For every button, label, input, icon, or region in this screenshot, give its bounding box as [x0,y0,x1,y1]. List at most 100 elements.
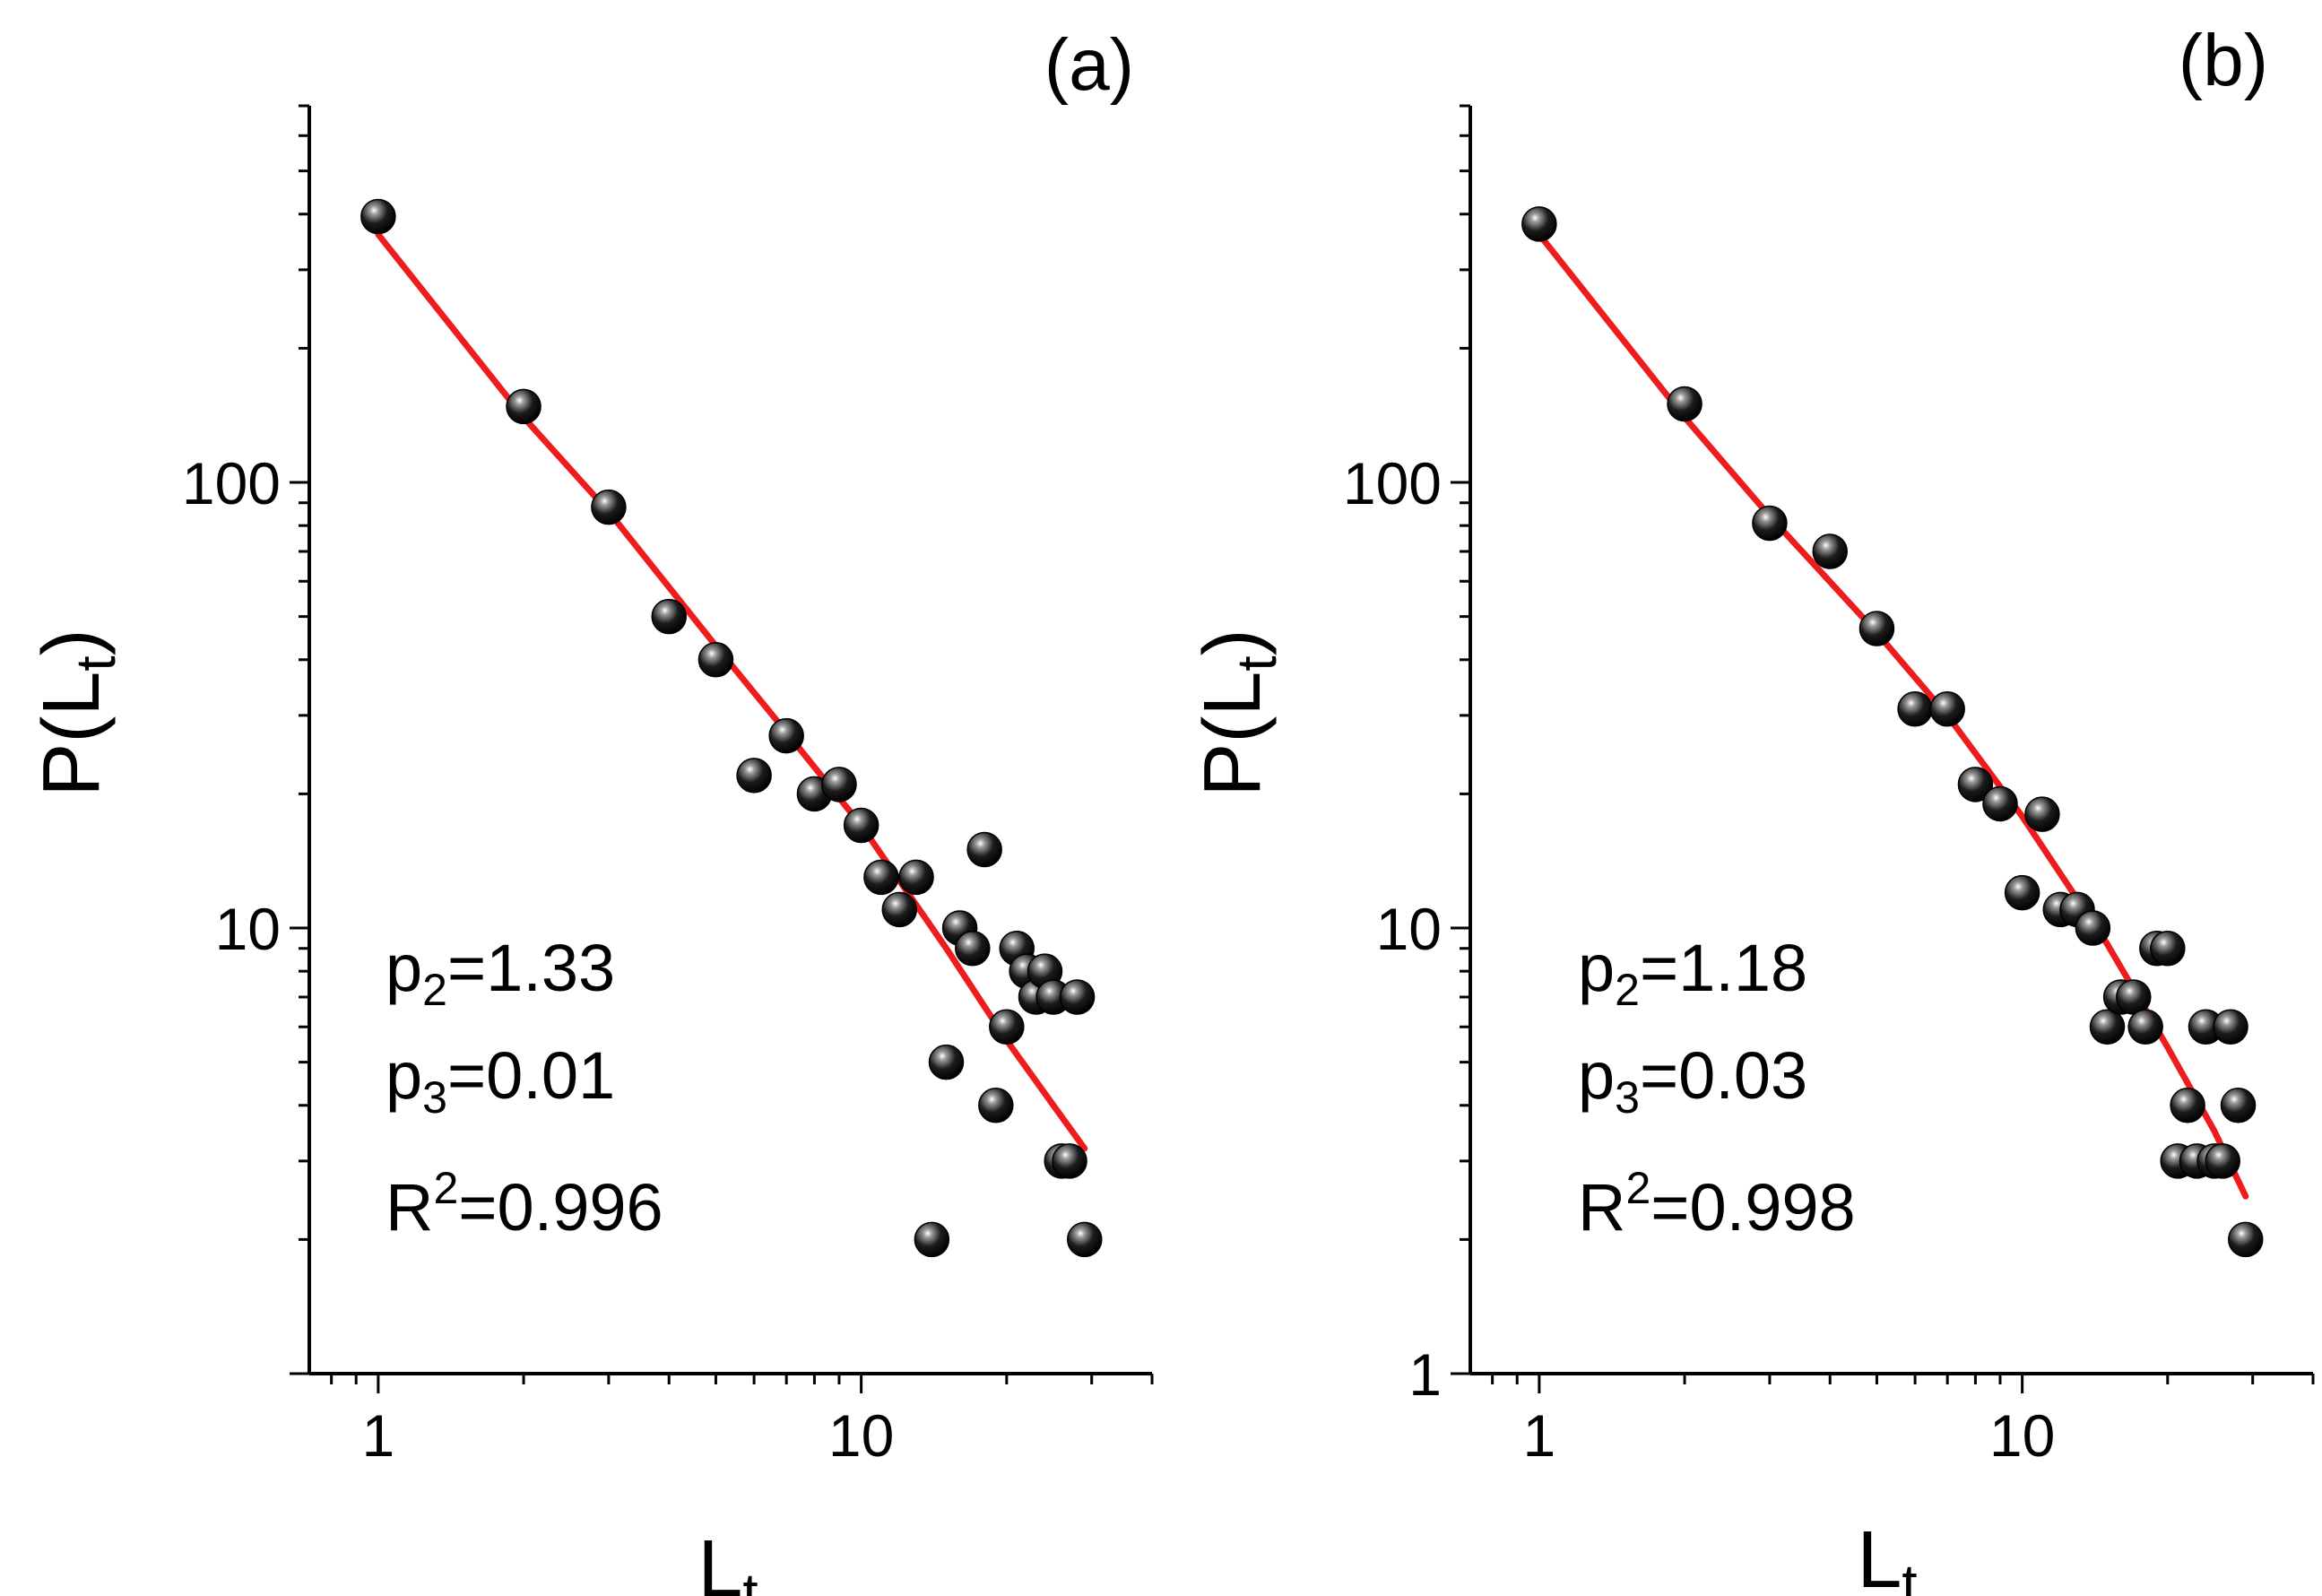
panel-b-label: (b) [2179,20,2268,101]
panel-a-xlabel-sub: t [742,1563,758,1596]
panel-a-data-point [651,598,687,635]
panel-b-data-point [2075,910,2111,946]
panel-a-annotation-p3-base: p [386,1038,422,1113]
panel-a-xlabel-main: L [697,1524,742,1596]
panel-a-y-tick-label: 10 [215,896,281,962]
panel-a-annotation-p2-rest: =1.33 [447,931,615,1005]
panel-a-fit-layer [375,231,1088,1152]
panel-a-annotation-p3: p3=0.01 [386,1038,615,1123]
panel-b-data-point [2150,930,2186,967]
panel-b-annotation-p2-base: p [1578,931,1615,1005]
panel-a-data-point [898,859,934,896]
panel-a-data-point [989,1009,1025,1045]
panel-b-data-point [1858,611,1895,646]
panel-b-data-point [1982,785,2018,822]
panel-a-annotation-p2-base: p [386,931,422,1005]
panel-a-y-tick-label: 100 [182,450,281,516]
panel-b-data-point [1957,767,1994,802]
panel-b-data-point [2205,1143,2240,1179]
panel-a-data-point [697,642,734,678]
panel-b-data-point [2213,1009,2248,1045]
panel-a-y-axis-title: P(Lt) [27,629,127,796]
panel-a-fit-line [375,231,1088,1152]
panel-b-data-point [2220,1088,2257,1123]
panel-a-data-point [1052,1143,1087,1179]
panel-a-data-point [843,807,879,844]
panel-b-data-point [2089,1009,2126,1045]
panel-b-y-tick-label: 10 [1376,896,1442,962]
panel-b-annotation-r2-sup: 2 [1625,1163,1651,1213]
panel-b-points [1521,206,2264,1258]
panel-b-annotation-r2-rest: =0.998 [1651,1170,1855,1245]
panel-b-ylabel-main: P(L [1188,672,1278,797]
panel-b-ylabel-close: ) [1188,629,1278,655]
panel-a-data-point [966,831,1002,868]
panel-b-data-point [2116,979,2152,1015]
panel-a-annotation-r2: R2=0.996 [386,1163,663,1245]
panel-a-annotation-p3-sub: 3 [422,1072,447,1123]
panel-b-data-point [2004,874,2040,911]
panel-a-data-point [360,198,396,235]
panel-b-x-tick-label: 10 [1989,1402,2055,1469]
panel-b-annotation-p3: p3=0.03 [1578,1038,1807,1123]
panel-a-data-point [1059,979,1096,1015]
panel-a-annotation-p2: p2=1.33 [386,931,615,1015]
panel-a-points [360,198,1103,1258]
panel-a-data-point [978,1088,1014,1123]
panel-a-data-point [506,388,542,425]
panel-a-annotation-r2-sup: 2 [433,1163,458,1213]
panel-a-data-point [591,489,627,525]
panel-a-data-point [914,1221,950,1258]
panel-a-ylabel-close: ) [27,629,117,655]
panel-b-annotation-p3-base: p [1578,1038,1615,1113]
panel-b-ylabel-sub: t [1226,655,1288,671]
panel-b-data-point [2127,1009,2163,1045]
panel-b-annotation-r2: R2=0.998 [1578,1163,1856,1245]
panel-a-x-axis-title: Lt [697,1524,758,1596]
panel-b-axes: 1 10 100 1 10 [1343,104,2315,1469]
panel-a-ylabel-sub: t [65,655,127,671]
panel-b-annotation-p2: p2=1.18 [1578,931,1807,1015]
panel-a-data-point [821,767,857,802]
panel-b-xlabel-sub: t [1902,1554,1917,1596]
panel-a-data-point [955,930,991,967]
panel-a-annotation-p2-sub: 2 [422,965,447,1015]
panel-b-data-point [1897,691,1933,727]
panel-b-data-point [2170,1088,2205,1123]
panel-b-y-axis-title: P(Lt) [1188,629,1288,796]
panel-b-data-point [1929,691,1965,727]
panel-a-axes: 10 100 1 10 [182,104,1154,1469]
panel-a-x-tick-label: 10 [828,1402,894,1469]
panel-b-annotation-r2-base: R [1578,1170,1625,1245]
panel-b-annotation-p2-rest: =1.18 [1640,931,1807,1005]
panel-a-label: (a) [1044,24,1134,106]
panel-b-xlabel-main: L [1857,1515,1902,1596]
panel-a-data-point [863,859,899,896]
panel-b-data-point [1752,505,1788,542]
panel-b-y-tick-label: 100 [1343,450,1442,516]
panel-b-y-tick-label: 1 [1408,1341,1442,1408]
panel-b-data-point [2228,1221,2264,1258]
panel-b-data-point [1812,533,1848,569]
panel-a-data-point [881,891,918,928]
panel-a-annotation-p3-rest: =0.01 [447,1038,615,1113]
panel-b-annotation-p3-rest: =0.03 [1640,1038,1807,1113]
panel-a-x-tick-label: 1 [362,1402,395,1469]
panel-b-data-point [2024,796,2060,832]
panel-a-data-point [928,1044,965,1080]
panel-b-annotation-p2-sub: 2 [1615,965,1640,1015]
panel-b-x-tick-label: 1 [1523,1402,1556,1469]
panel-a-data-point [768,717,804,754]
panel-b-data-point [1521,206,1557,242]
panel-a-annotation-r2-rest: =0.996 [458,1170,663,1245]
panel-a-data-point [736,758,772,794]
panel-a-annotation-r2-base: R [386,1170,433,1245]
panel-a-data-point [1067,1221,1103,1258]
panel-b-annotation-p3-sub: 3 [1615,1072,1640,1123]
panel-b-data-point [1667,386,1703,422]
panel-b-x-axis-title: Lt [1857,1515,1917,1596]
panel-a-ylabel-main: P(L [27,672,117,797]
